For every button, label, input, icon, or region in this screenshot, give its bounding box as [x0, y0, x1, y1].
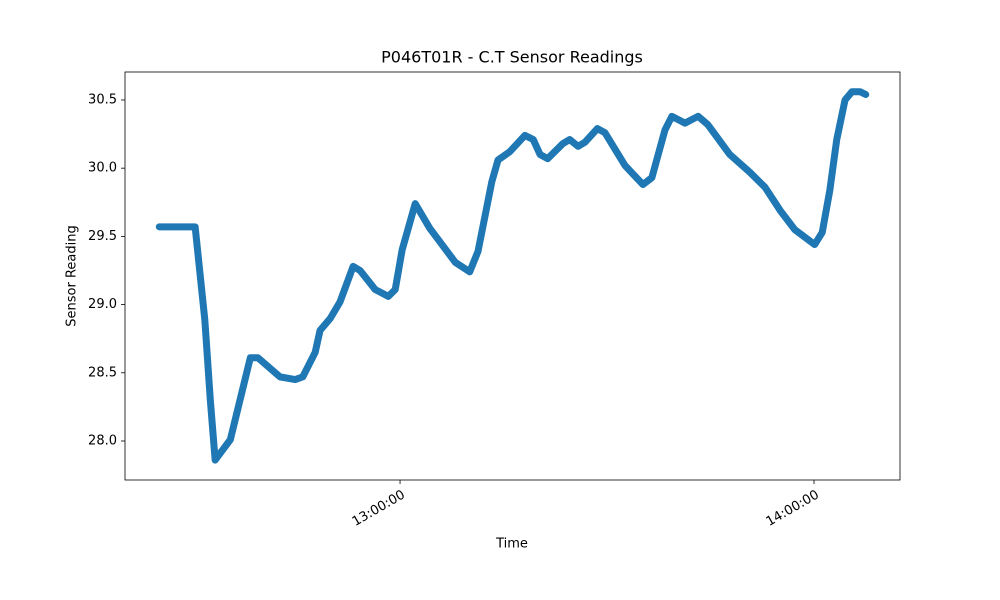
plot-frame: [124, 71, 901, 481]
data-line: [155, 88, 870, 464]
y-tick-label: 30.0: [88, 161, 117, 176]
y-tick-label: 29.0: [88, 297, 117, 312]
y-tick-label: 28.5: [88, 365, 117, 380]
x-tick-label: 14:00:00: [764, 488, 822, 530]
chart-title: P046T01R - C.T Sensor Readings: [381, 48, 643, 67]
x-tick-label: 13:00:00: [350, 488, 408, 530]
y-tick-label: 30.5: [88, 92, 117, 107]
y-axis-label: Sensor Reading: [65, 225, 80, 326]
y-tick-label: 29.5: [88, 229, 117, 244]
x-axis-label: Time: [495, 537, 528, 552]
y-tick-label: 28.0: [88, 433, 117, 448]
